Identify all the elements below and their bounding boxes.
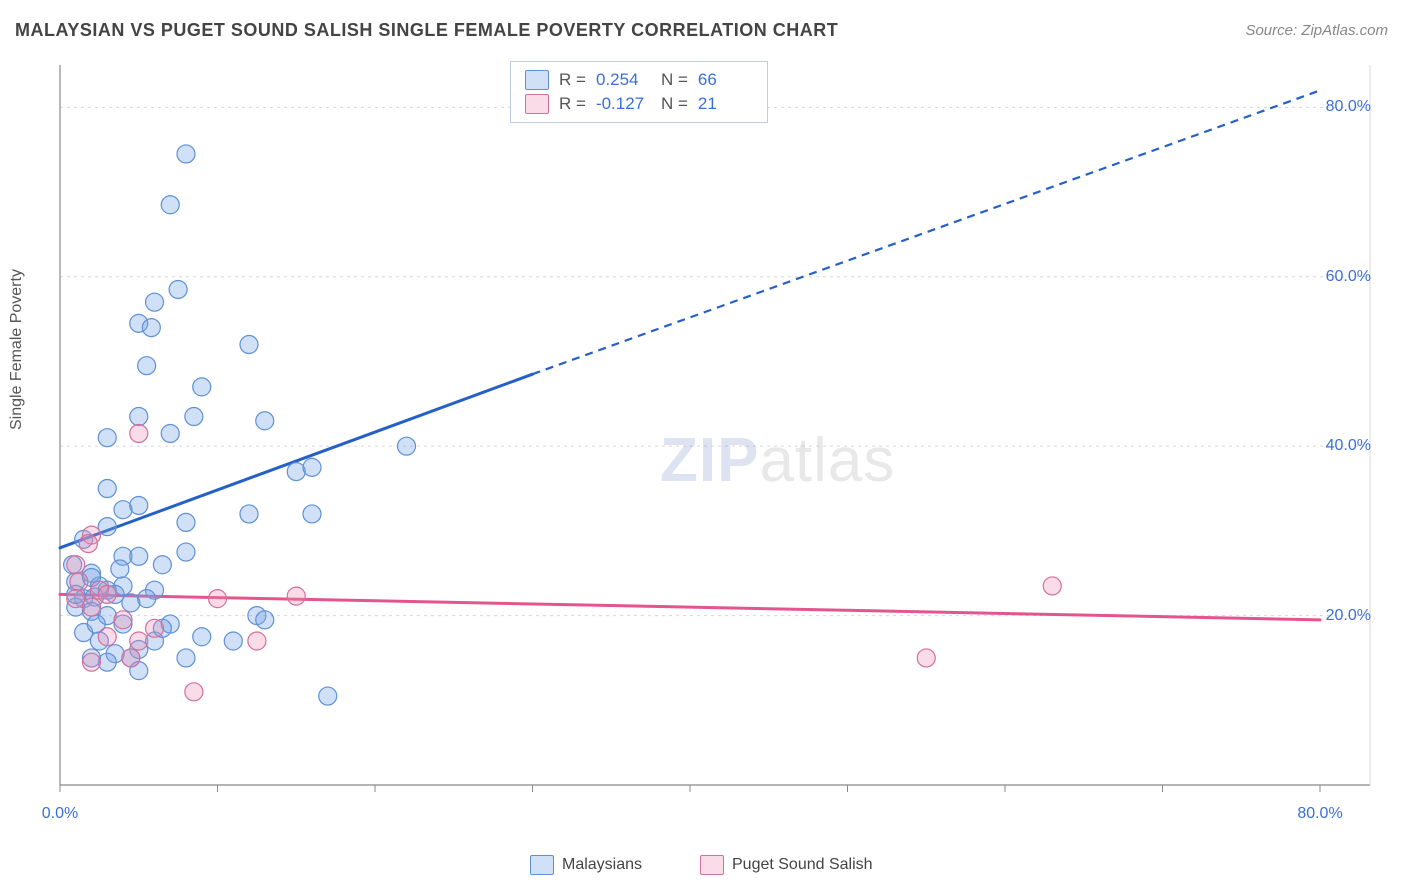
- n-value: 21: [698, 94, 753, 114]
- x-tick-label: 0.0%: [42, 805, 78, 823]
- y-tick-label: 40.0%: [1326, 437, 1371, 455]
- scatter-plot: 20.0%40.0%60.0%80.0% 0.0%80.0% R =0.254N…: [50, 55, 1375, 825]
- n-label: N =: [661, 94, 688, 114]
- chart-title: MALAYSIAN VS PUGET SOUND SALISH SINGLE F…: [15, 20, 838, 41]
- legend-malaysians: Malaysians: [530, 855, 642, 875]
- n-label: N =: [661, 70, 688, 90]
- r-value: 0.254: [596, 70, 651, 90]
- correlation-legend: R = 0.254 N = 66 R = -0.127 N = 21: [510, 61, 768, 123]
- legend-label-puget: Puget Sound Salish: [732, 856, 873, 874]
- legend-swatch: [525, 94, 549, 114]
- correlation-legend-row: R = 0.254 N = 66: [525, 68, 753, 92]
- legend-swatch: [525, 70, 549, 90]
- r-label: R =: [559, 94, 586, 114]
- source-attribution: Source: ZipAtlas.com: [1245, 22, 1388, 39]
- y-tick-label: 20.0%: [1326, 607, 1371, 625]
- y-axis-label: Single Female Poverty: [8, 269, 26, 430]
- r-value: -0.127: [596, 94, 651, 114]
- legend-puget: Puget Sound Salish: [700, 855, 873, 875]
- y-tick-label: 60.0%: [1326, 268, 1371, 286]
- n-value: 66: [698, 70, 753, 90]
- correlation-legend-row: R = -0.127 N = 21: [525, 92, 753, 116]
- r-label: R =: [559, 70, 586, 90]
- plot-svg: [50, 55, 1375, 825]
- legend-label-malaysians: Malaysians: [562, 856, 642, 874]
- legend-swatch-puget: [700, 855, 724, 875]
- x-tick-label: 80.0%: [1297, 805, 1342, 823]
- y-tick-label: 80.0%: [1326, 98, 1371, 116]
- legend-swatch-malaysians: [530, 855, 554, 875]
